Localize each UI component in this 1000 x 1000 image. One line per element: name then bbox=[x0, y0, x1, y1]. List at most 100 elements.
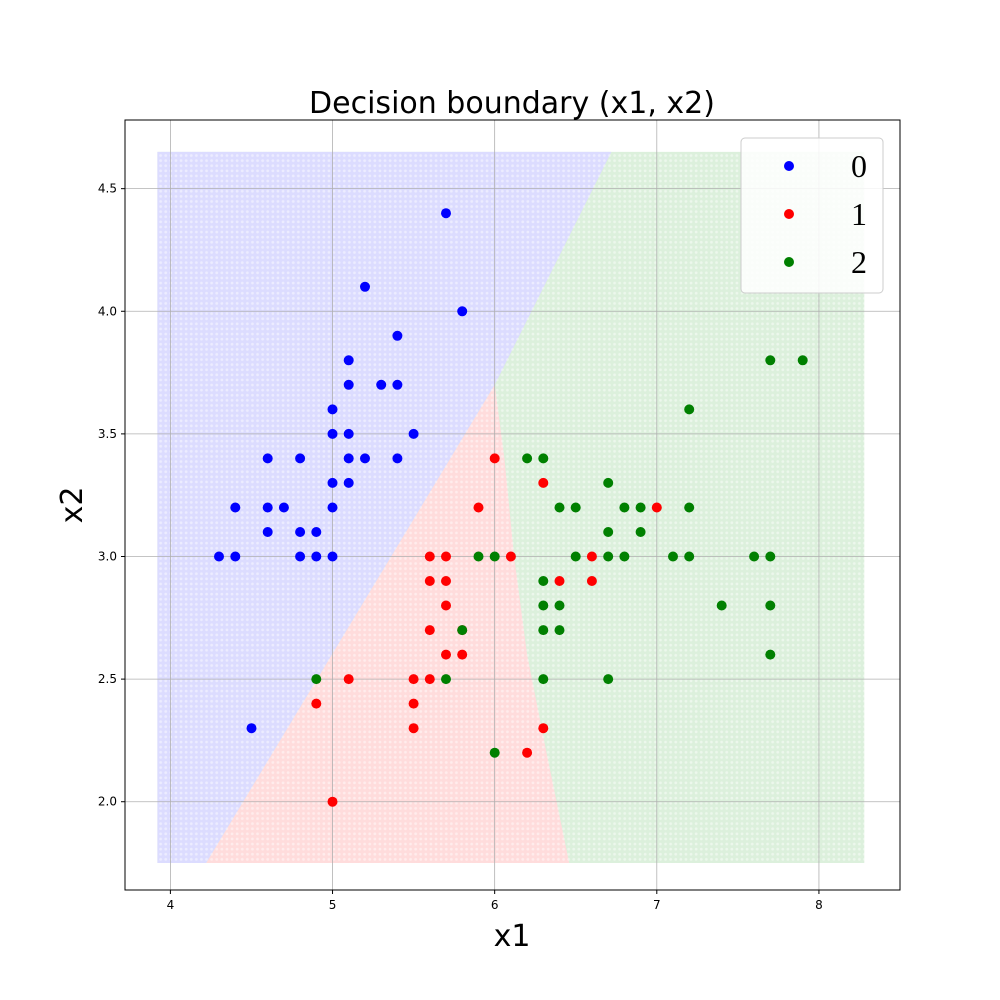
point-class-0 bbox=[262, 453, 273, 464]
point-class-2 bbox=[603, 477, 614, 488]
point-class-2 bbox=[765, 355, 776, 366]
point-class-0 bbox=[392, 453, 403, 464]
point-class-2 bbox=[635, 502, 646, 513]
point-class-0 bbox=[295, 453, 306, 464]
point-class-1 bbox=[408, 674, 419, 685]
point-class-2 bbox=[635, 527, 646, 537]
point-class-1 bbox=[586, 576, 597, 586]
point-class-1 bbox=[343, 674, 354, 685]
point-class-2 bbox=[538, 453, 549, 464]
point-class-0 bbox=[295, 527, 306, 537]
point-class-0 bbox=[246, 723, 257, 734]
point-class-2 bbox=[441, 674, 451, 685]
point-class-1 bbox=[586, 551, 597, 562]
point-class-0 bbox=[441, 208, 451, 219]
point-class-1 bbox=[441, 576, 451, 586]
y-tick-label: 3.5 bbox=[98, 427, 117, 441]
data-points bbox=[214, 208, 808, 807]
point-class-0 bbox=[343, 453, 354, 464]
x-tick-label: 5 bbox=[329, 898, 337, 912]
point-class-0 bbox=[327, 428, 338, 439]
point-class-0 bbox=[392, 330, 403, 341]
point-class-1 bbox=[554, 576, 565, 586]
point-class-2 bbox=[619, 551, 630, 562]
x-tick-label: 6 bbox=[491, 898, 499, 912]
x-tick-label: 8 bbox=[815, 898, 823, 912]
point-class-1 bbox=[505, 551, 516, 562]
point-class-2 bbox=[489, 551, 500, 562]
point-class-0 bbox=[311, 527, 322, 537]
point-class-1 bbox=[408, 723, 419, 734]
point-class-2 bbox=[603, 674, 614, 685]
point-class-2 bbox=[797, 355, 808, 366]
point-class-2 bbox=[522, 453, 533, 464]
point-class-2 bbox=[619, 502, 630, 513]
point-class-0 bbox=[230, 551, 241, 562]
point-class-2 bbox=[538, 625, 549, 636]
point-class-0 bbox=[343, 428, 354, 439]
point-class-2 bbox=[311, 674, 322, 685]
point-class-2 bbox=[684, 404, 695, 415]
point-class-1 bbox=[441, 551, 451, 562]
point-class-0 bbox=[343, 355, 354, 366]
point-class-1 bbox=[327, 796, 338, 807]
point-class-1 bbox=[457, 649, 468, 660]
point-class-1 bbox=[441, 600, 451, 611]
point-class-2 bbox=[570, 551, 581, 562]
point-class-1 bbox=[424, 551, 435, 562]
point-class-0 bbox=[327, 404, 338, 415]
point-class-2 bbox=[457, 625, 468, 636]
point-class-1 bbox=[538, 723, 549, 734]
legend-marker-2 bbox=[784, 257, 794, 267]
point-class-1 bbox=[441, 649, 451, 660]
point-class-0 bbox=[262, 527, 273, 537]
point-class-2 bbox=[684, 502, 695, 513]
point-class-2 bbox=[538, 674, 549, 685]
point-class-2 bbox=[489, 747, 500, 758]
point-class-0 bbox=[230, 502, 241, 513]
y-tick-label: 3.0 bbox=[98, 549, 117, 563]
point-class-1 bbox=[408, 698, 419, 709]
point-class-0 bbox=[295, 551, 306, 562]
point-class-1 bbox=[651, 502, 662, 513]
point-class-0 bbox=[327, 502, 338, 513]
point-class-0 bbox=[343, 379, 354, 390]
point-class-1 bbox=[473, 502, 484, 513]
point-class-2 bbox=[538, 576, 549, 586]
legend-label-0: 0 bbox=[851, 148, 867, 184]
point-class-1 bbox=[424, 576, 435, 586]
point-class-2 bbox=[684, 551, 695, 562]
x-axis-ticks: 4 5 6 7 8 bbox=[167, 890, 823, 912]
point-class-1 bbox=[424, 674, 435, 685]
legend-box bbox=[740, 137, 884, 294]
legend-marker-0 bbox=[784, 161, 794, 171]
point-class-0 bbox=[392, 379, 403, 390]
point-class-2 bbox=[603, 551, 614, 562]
y-tick-label: 4.0 bbox=[98, 304, 117, 318]
legend-marker-1 bbox=[784, 209, 794, 219]
point-class-0 bbox=[376, 379, 387, 390]
point-class-2 bbox=[473, 551, 484, 562]
point-class-0 bbox=[327, 551, 338, 562]
y-tick-label: 4.5 bbox=[98, 182, 117, 196]
x-axis-title: x1 bbox=[494, 919, 531, 954]
point-class-0 bbox=[343, 477, 354, 488]
y-axis-ticks: 2.0 2.5 3.0 3.5 4.0 4.5 bbox=[98, 182, 125, 809]
point-class-2 bbox=[570, 502, 581, 513]
point-class-0 bbox=[457, 306, 468, 317]
point-class-1 bbox=[538, 477, 549, 488]
point-class-2 bbox=[765, 649, 776, 660]
point-class-0 bbox=[327, 477, 338, 488]
point-class-2 bbox=[554, 600, 565, 611]
point-class-2 bbox=[765, 600, 776, 611]
point-class-0 bbox=[214, 551, 224, 562]
point-class-2 bbox=[749, 551, 760, 562]
point-class-2 bbox=[765, 551, 776, 562]
plot-frame bbox=[124, 119, 901, 891]
point-class-0 bbox=[408, 428, 419, 439]
y-axis-title: x2 bbox=[55, 487, 90, 524]
chart-title: Decision boundary (x1, x2) bbox=[309, 86, 715, 121]
y-tick-label: 2.5 bbox=[98, 672, 117, 686]
legend-label-1: 1 bbox=[851, 196, 867, 232]
